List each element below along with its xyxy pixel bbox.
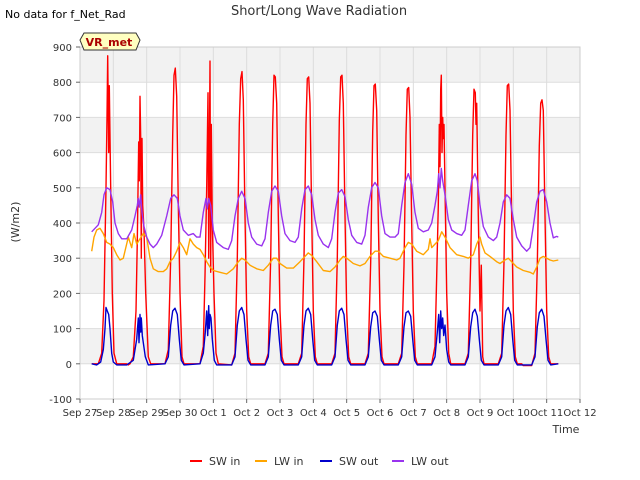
y-tick-label: 500: [53, 184, 72, 195]
series-lines: [91, 55, 559, 367]
no-data-note: No data for f_Net_Rad: [5, 8, 126, 21]
y-tick-label: -100: [49, 395, 72, 406]
legend: SW in LW in SW out LW out: [190, 455, 449, 468]
x-tick-label: Oct 7: [400, 408, 427, 419]
background-band: [80, 47, 580, 83]
y-tick-label: 600: [53, 149, 72, 160]
background-band: [80, 187, 580, 223]
y-tick-label: 900: [53, 43, 72, 54]
legend-item-lw-out: LW out: [392, 455, 449, 468]
x-axis-label: Time: [552, 423, 580, 436]
y-tick-label: 700: [53, 113, 72, 124]
legend-label: LW in: [274, 455, 304, 468]
site-badge-box: [79, 32, 141, 51]
y-tick-label: 0: [66, 360, 72, 371]
y-axis-label: (W/m2): [9, 202, 22, 243]
x-tick-label: Oct 8: [433, 408, 460, 419]
y-tick-label: 100: [53, 325, 72, 336]
x-tick-label: Oct 12: [563, 408, 596, 419]
legend-label: SW in: [209, 455, 240, 468]
background-band: [80, 258, 580, 294]
x-tick-label: Oct 9: [467, 408, 494, 419]
y-axis-ticks: -100 0 100 200 300 400 500 600 700 800 900: [49, 43, 80, 406]
x-tick-label: Sep 27: [63, 408, 98, 419]
x-tick-label: Oct 4: [300, 408, 327, 419]
background-band: [80, 117, 580, 153]
x-tick-label: Sep 29: [129, 408, 164, 419]
x-tick-label: Sep 28: [96, 408, 131, 419]
x-tick-label: Oct 6: [367, 408, 394, 419]
legend-label: LW out: [411, 455, 449, 468]
legend-label: SW out: [339, 455, 379, 468]
x-tick-label: Sep 30: [163, 408, 198, 419]
y-tick-label: 800: [53, 78, 72, 89]
x-tick-label: Oct 2: [233, 408, 260, 419]
y-tick-label: 200: [53, 289, 72, 300]
background-bands: [80, 47, 580, 364]
x-tick-label: Oct 3: [267, 408, 294, 419]
series-line-lw-in: [91, 227, 559, 275]
legend-item-sw-out: SW out: [320, 455, 379, 468]
series-line-lw-out: [91, 167, 559, 252]
chart-title: Short/Long Wave Radiation: [231, 4, 407, 19]
x-tick-label: Oct 5: [333, 408, 360, 419]
y-tick-label: 300: [53, 254, 72, 265]
site-badge: VR_met: [79, 32, 141, 51]
x-tick-label: Oct 1: [200, 408, 227, 419]
legend-item-lw-in: LW in: [255, 455, 304, 468]
y-tick-label: 400: [53, 219, 72, 230]
site-badge-label: VR_met: [86, 36, 133, 49]
x-tick-label: Oct 10: [497, 408, 530, 419]
x-tick-label: Oct 11: [530, 408, 563, 419]
legend-item-sw-in: SW in: [190, 455, 240, 468]
background-band: [80, 328, 580, 364]
series-line-sw-out: [91, 305, 559, 366]
